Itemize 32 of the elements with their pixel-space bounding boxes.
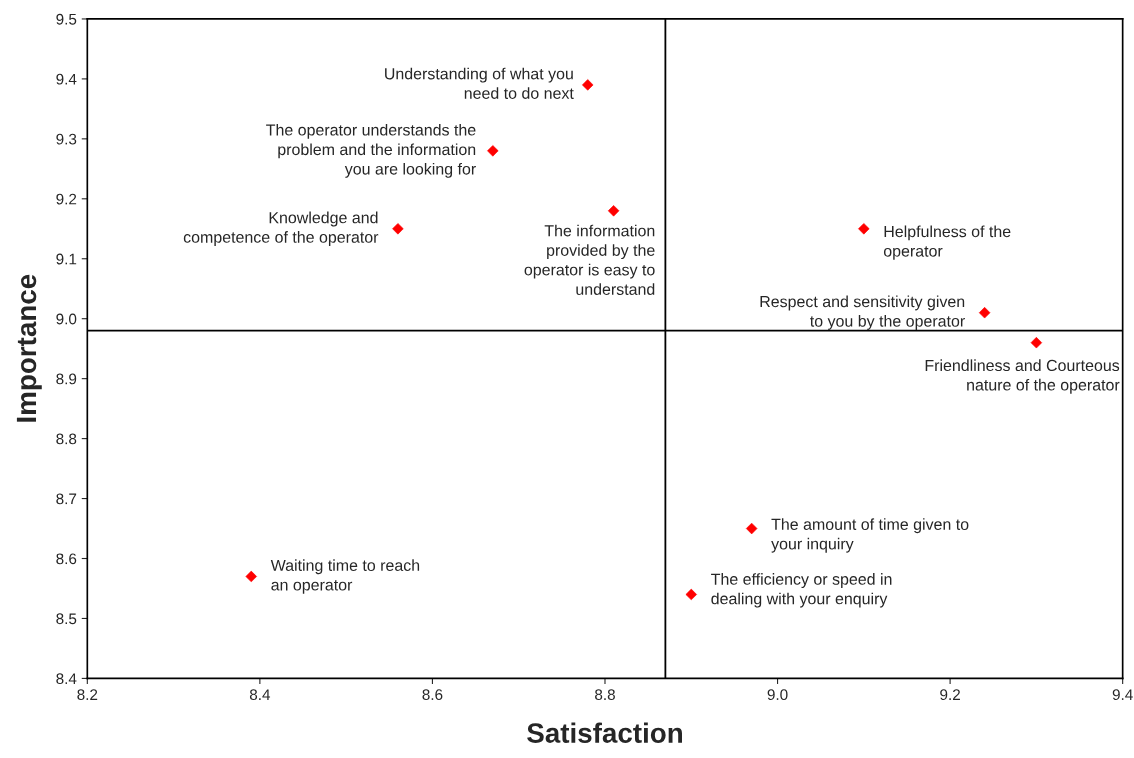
x-tick-label: 9.4 (1112, 689, 1133, 701)
y-tick-label: 9.5 (56, 13, 77, 25)
y-tick-label: 9.1 (56, 253, 77, 265)
x-tick-label: 9.0 (767, 689, 788, 701)
annotation: Respect and sensitivity given to you by the operator (760, 295, 965, 330)
x-axis-title: Satisfaction (527, 722, 682, 743)
y-tick-label: 9.3 (56, 133, 77, 145)
annotation: Friendliness and Courteous nature of the operator (925, 359, 1120, 394)
y-tick-label: 9.4 (56, 73, 77, 85)
y-tick-label: 9.0 (56, 313, 77, 325)
annotation: The amount of time given to your inquiry (771, 518, 969, 553)
y-tick-label: 8.5 (56, 613, 77, 625)
annotation: Understanding of what you need to do next (385, 67, 574, 99)
y-tick-label: 9.2 (56, 193, 77, 205)
annotation: The efficiency or speed in dealing with your enquiry (711, 573, 892, 608)
annotation: The information provided by the operator is easy to understand (524, 224, 655, 295)
x-tick-label: 9.2 (940, 689, 960, 701)
annotation: Knowledge and competence of the operator (183, 211, 379, 246)
x-tick-label: 8.8 (595, 689, 615, 701)
y-tick-label: 8.8 (56, 433, 77, 445)
y-tick-label: 8.9 (56, 373, 77, 385)
y-tick-label: 8.6 (56, 553, 77, 565)
y-tick-label: 8.7 (56, 493, 77, 505)
y-tick-label: 8.4 (56, 673, 77, 685)
point (978, 307, 991, 319)
annotation: Waiting time to reach an operator (270, 559, 420, 594)
x-tick-label: 8.2 (77, 689, 98, 701)
annotation: The operator understands the problem and the information you are looking for (266, 123, 476, 178)
x-tick-label: 8.4 (249, 689, 271, 701)
x-tick-label: 8.6 (422, 689, 443, 701)
y-axis-title: Importance (16, 274, 42, 422)
annotation: Helpfulness of the operator (883, 225, 1011, 260)
